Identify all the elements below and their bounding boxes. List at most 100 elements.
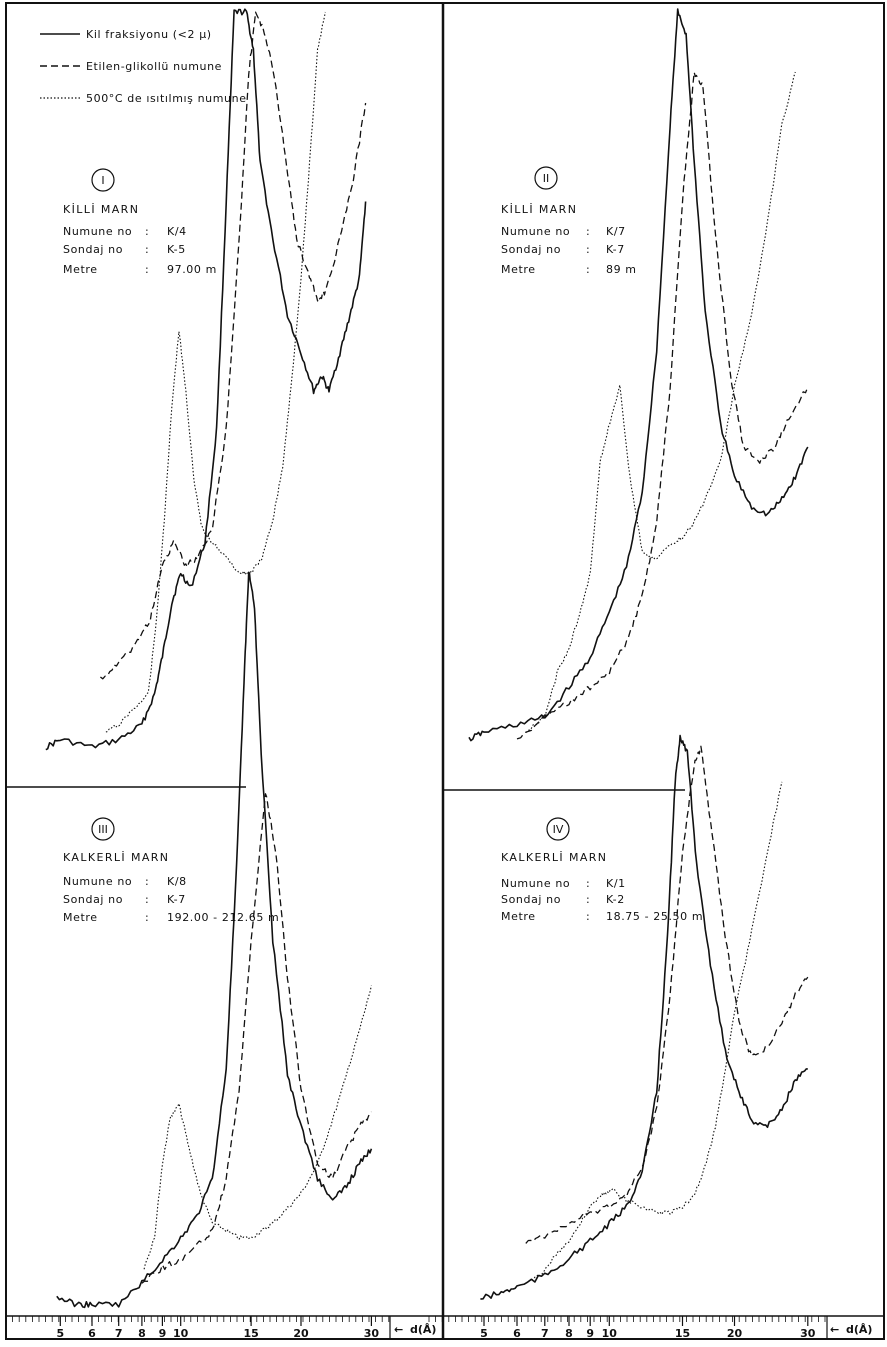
axis-tick-label: 8 <box>138 1327 146 1340</box>
panel-I-sample-key: Numune no <box>63 225 132 238</box>
panel-IV-annotation: IV KALKERLİ MARN Numune no : K/1 Sondaj … <box>501 817 703 923</box>
bottom-axis-right-label: d(Å) <box>846 1323 872 1336</box>
panel-III-title: KALKERLİ MARN <box>63 851 169 864</box>
panel-IV-borehole-sep: : <box>586 893 590 906</box>
panel-IV-borehole-value: K-2 <box>606 893 625 906</box>
panel-I-borehole-sep: : <box>145 243 149 256</box>
axis-tick-label: 9 <box>586 1327 594 1340</box>
panel-III-borehole-value: K-7 <box>167 893 186 906</box>
panel-III-borehole-key: Sondaj no <box>63 893 123 906</box>
panel-I-depth-key: Metre <box>63 263 98 276</box>
panel-I-sample-value: K/4 <box>167 225 187 238</box>
panel-II-number-circle <box>534 166 558 190</box>
panel-III-depth-sep: : <box>145 911 149 924</box>
panel-III-sample-key: Numune no <box>63 875 132 888</box>
panel-IV-series-solid <box>480 734 808 1300</box>
panel-IV-title: KALKERLİ MARN <box>501 851 607 864</box>
legend-label-solid: Kil fraksiyonu (<2 μ) <box>86 28 212 41</box>
panel-I-depth-sep: : <box>145 263 149 276</box>
panel-I-series-solid <box>45 8 367 751</box>
axis-tick-label: 5 <box>480 1327 488 1340</box>
legend-label-dashed: Etilen-glikollü numune <box>86 60 222 73</box>
panel-IV-series-dashed <box>525 745 809 1244</box>
panel-II-borehole-key: Sondaj no <box>501 243 561 256</box>
bottom-axis-left: 5 6 7 8 9 10 15 20 30 ← d(Å) <box>5 1315 443 1340</box>
panel-I-annotation: I KİLLİ MARN Numune no : K/4 Sondaj no :… <box>63 168 217 276</box>
panel-I-series-dashed <box>100 11 367 680</box>
axis-tick-label: 7 <box>541 1327 549 1340</box>
panel-I-curves <box>45 8 367 751</box>
axis-tick-label: 6 <box>513 1327 521 1340</box>
bottom-axis-left-ticks: 5 6 7 8 9 10 15 20 30 <box>5 1316 390 1340</box>
panel-III-number-circle <box>91 817 115 841</box>
panel-III-number: III <box>98 823 108 836</box>
panel-III-series-dashed <box>141 793 372 1284</box>
axis-tick-label: 15 <box>243 1327 258 1340</box>
panel-II-sample-key: Numune no <box>501 225 570 238</box>
panel-I-title: KİLLİ MARN <box>63 203 139 216</box>
panel-III-sample-sep: : <box>145 875 149 888</box>
panel-III-borehole-sep: : <box>145 893 149 906</box>
panel-III-annotation: III KALKERLİ MARN Numune no : K/8 Sondaj… <box>63 817 279 924</box>
panel-III-sample-value: K/8 <box>167 875 187 888</box>
bottom-axis-right-arrow: ← <box>830 1323 839 1336</box>
axis-tick-label: 30 <box>364 1327 380 1340</box>
axis-tick-label: 15 <box>675 1327 690 1340</box>
panel-II-series-dashed <box>516 71 809 740</box>
bottom-axis-left-label: d(Å) <box>410 1323 436 1336</box>
panel-II-sample-value: K/7 <box>606 225 626 238</box>
axis-tick-label: 6 <box>88 1327 96 1340</box>
panel-II-sample-sep: : <box>586 225 590 238</box>
legend-label-dotted: 500°C de ısıtılmış numune <box>86 92 247 105</box>
panel-II-borehole-sep: : <box>586 243 590 256</box>
axis-tick-label: 20 <box>727 1327 743 1340</box>
panel-IV-sample-sep: : <box>586 877 590 890</box>
bottom-axis-right-ticks: 5 6 7 8 9 10 15 20 30 <box>428 1316 826 1340</box>
bottom-axis-right: 5 6 7 8 9 10 15 20 30 ← d(Å) <box>428 1315 884 1340</box>
panel-IV-depth-key: Metre <box>501 910 536 923</box>
panel-IV-number: IV <box>553 823 564 836</box>
panel-II-depth-sep: : <box>586 263 590 276</box>
panel-I-depth-value: 97.00 m <box>167 263 217 276</box>
panel-II-curves <box>468 8 809 742</box>
panel-IV-curves <box>480 734 809 1300</box>
panel-II-series-solid <box>468 8 809 742</box>
panel-II-annotation: II KİLLİ MARN Numune no : K/7 Sondaj no … <box>501 166 636 276</box>
axis-tick-label: 7 <box>115 1327 123 1340</box>
axis-tick-label: 8 <box>565 1327 573 1340</box>
panel-IV-number-circle <box>546 817 570 841</box>
panel-III-depth-value: 192.00 - 212.65 m <box>167 911 279 924</box>
panel-I-borehole-value: K-5 <box>167 243 186 256</box>
axis-tick-label: 20 <box>293 1327 309 1340</box>
panel-II-series-dotted <box>525 71 796 734</box>
diffraction-curves <box>45 8 809 1309</box>
panel-III-curves <box>56 571 373 1309</box>
panel-IV-depth-value: 18.75 - 25.50 m <box>606 910 703 923</box>
panel-IV-sample-key: Numune no <box>501 877 570 890</box>
panel-III-series-dotted <box>143 985 372 1270</box>
panel-IV-borehole-key: Sondaj no <box>501 893 561 906</box>
panel-I-borehole-key: Sondaj no <box>63 243 123 256</box>
panel-I-series-dotted <box>105 11 326 733</box>
panel-IV-depth-sep: : <box>586 910 590 923</box>
axis-tick-label: 10 <box>602 1327 618 1340</box>
bottom-axis-left-arrow: ← <box>394 1323 403 1336</box>
panel-II-borehole-value: K-7 <box>606 243 625 256</box>
axis-tick-label: 5 <box>56 1327 64 1340</box>
legend: Kil fraksiyonu (<2 μ) Etilen-glikollü nu… <box>40 28 247 105</box>
panel-III-series-solid <box>56 571 373 1309</box>
axis-tick-label: 9 <box>159 1327 167 1340</box>
outer-frame <box>5 2 885 1340</box>
axis-tick-label: 30 <box>800 1327 816 1340</box>
panel-II-title: KİLLİ MARN <box>501 203 577 216</box>
panel-I-number: I <box>101 174 104 187</box>
panel-II-depth-key: Metre <box>501 263 536 276</box>
panel-II-number: II <box>543 172 550 185</box>
panel-IV-sample-value: K/1 <box>606 877 626 890</box>
panel-I-number-circle <box>91 168 115 192</box>
axis-tick-label: 10 <box>173 1327 189 1340</box>
panel-III-depth-key: Metre <box>63 911 98 924</box>
panel-I-sample-sep: : <box>145 225 149 238</box>
